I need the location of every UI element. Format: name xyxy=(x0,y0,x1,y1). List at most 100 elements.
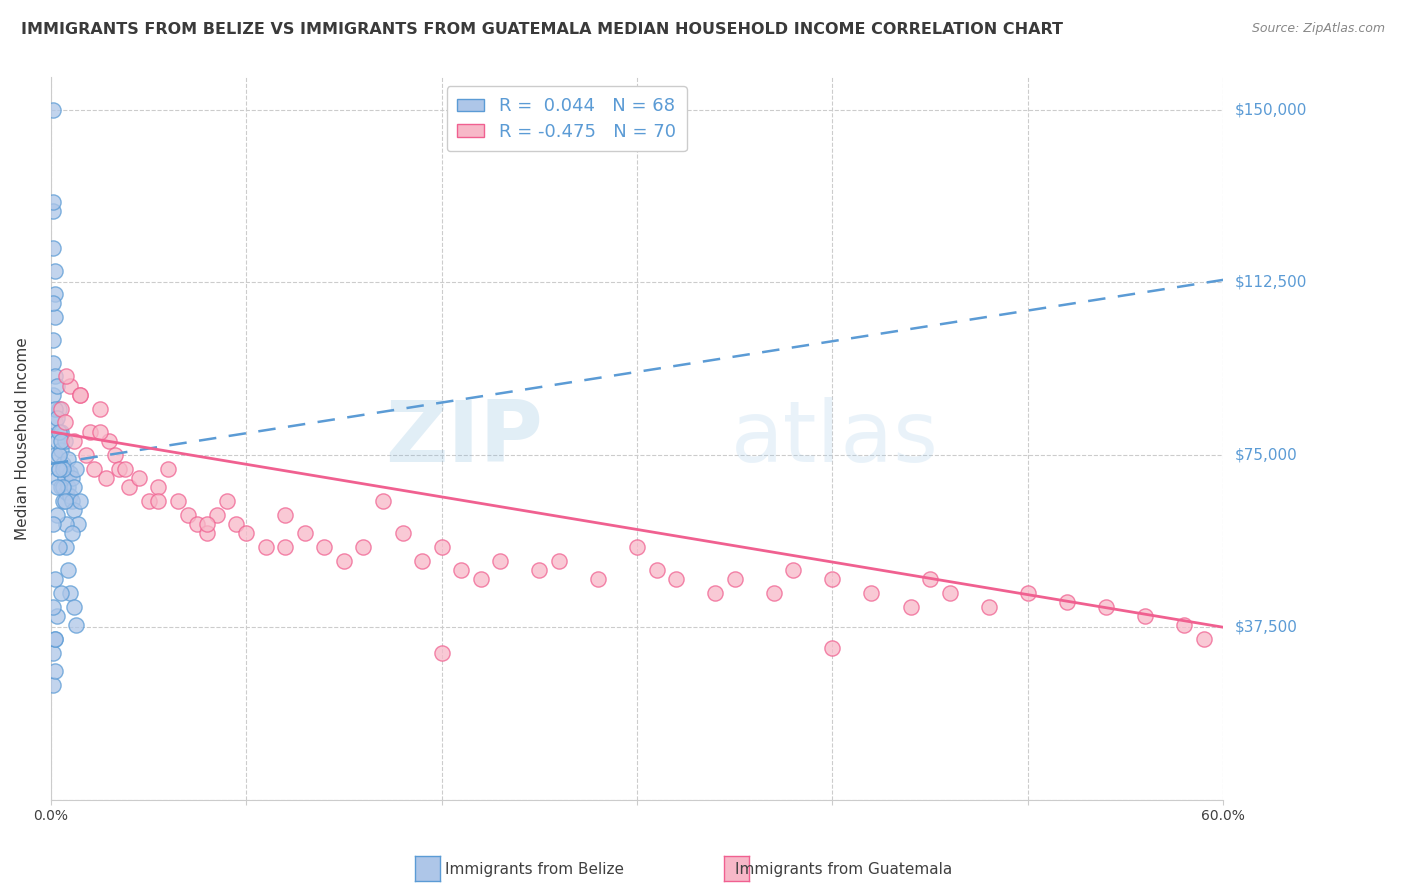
Point xyxy=(920,572,942,586)
Text: $112,500: $112,500 xyxy=(1234,275,1306,290)
Point xyxy=(58,480,80,494)
Point xyxy=(55,540,77,554)
Point xyxy=(69,388,91,402)
Point xyxy=(49,480,72,494)
Point xyxy=(391,525,413,540)
Text: $75,000: $75,000 xyxy=(1234,447,1296,462)
Point xyxy=(49,443,72,458)
Point xyxy=(58,563,80,577)
Point xyxy=(67,516,90,531)
Point xyxy=(44,572,66,586)
Point xyxy=(44,664,66,678)
Point xyxy=(42,241,65,255)
Point xyxy=(114,461,136,475)
Point xyxy=(98,434,121,448)
Point xyxy=(1056,595,1078,609)
Point xyxy=(254,540,277,554)
Point xyxy=(1095,599,1118,614)
Point xyxy=(860,585,883,599)
Point xyxy=(48,461,70,475)
Point xyxy=(821,572,844,586)
Point xyxy=(45,471,67,485)
Point xyxy=(44,632,66,646)
Point xyxy=(1017,585,1039,599)
Point xyxy=(83,461,105,475)
Point xyxy=(704,585,727,599)
Point xyxy=(63,434,86,448)
Point xyxy=(44,448,66,462)
Point xyxy=(762,585,785,599)
Point xyxy=(51,480,73,494)
Point xyxy=(53,416,76,430)
Point xyxy=(42,516,65,531)
Text: atlas: atlas xyxy=(731,397,939,480)
Point xyxy=(44,401,66,416)
Point xyxy=(42,333,65,347)
Point xyxy=(547,553,569,567)
Point xyxy=(42,678,65,692)
Point xyxy=(51,493,73,508)
Point xyxy=(938,585,960,599)
Point xyxy=(225,516,247,531)
Point xyxy=(44,286,66,301)
Point xyxy=(450,563,472,577)
Point xyxy=(49,401,72,416)
Point xyxy=(411,553,433,567)
Point xyxy=(333,553,356,567)
Point xyxy=(195,516,218,531)
Point xyxy=(42,103,65,117)
Point xyxy=(430,646,453,660)
Point xyxy=(782,563,804,577)
Text: Source: ZipAtlas.com: Source: ZipAtlas.com xyxy=(1251,22,1385,36)
Point xyxy=(186,516,208,531)
Text: ZIP: ZIP xyxy=(385,397,543,480)
Point xyxy=(59,585,82,599)
Point xyxy=(55,484,77,499)
Point xyxy=(294,525,316,540)
Point xyxy=(53,434,76,448)
Point xyxy=(430,540,453,554)
Point xyxy=(55,516,77,531)
Point xyxy=(75,448,97,462)
Point xyxy=(977,599,1000,614)
Point xyxy=(42,388,65,402)
Point xyxy=(60,493,83,508)
Text: $37,500: $37,500 xyxy=(1234,620,1298,635)
Point xyxy=(60,525,83,540)
Text: Immigrants from Guatemala: Immigrants from Guatemala xyxy=(735,863,952,877)
Point xyxy=(51,461,73,475)
Point xyxy=(49,434,72,448)
Point xyxy=(176,508,198,522)
Point xyxy=(89,401,111,416)
Point xyxy=(1192,632,1215,646)
Point xyxy=(55,369,77,384)
Point xyxy=(900,599,922,614)
Text: IMMIGRANTS FROM BELIZE VS IMMIGRANTS FROM GUATEMALA MEDIAN HOUSEHOLD INCOME CORR: IMMIGRANTS FROM BELIZE VS IMMIGRANTS FRO… xyxy=(21,22,1063,37)
Point xyxy=(65,618,87,632)
Point xyxy=(1173,618,1195,632)
Point xyxy=(60,471,83,485)
Point xyxy=(55,461,77,475)
Point xyxy=(371,493,394,508)
Point xyxy=(65,461,87,475)
Point xyxy=(89,425,111,439)
Point xyxy=(1133,608,1156,623)
Point xyxy=(235,525,257,540)
Point xyxy=(44,263,66,277)
Point xyxy=(314,540,336,554)
Point xyxy=(205,508,228,522)
Point xyxy=(94,471,117,485)
Point xyxy=(529,563,551,577)
Point xyxy=(49,585,72,599)
Point xyxy=(470,572,492,586)
Point xyxy=(353,540,375,554)
Point xyxy=(48,540,70,554)
Point xyxy=(665,572,688,586)
Point xyxy=(45,608,67,623)
Point xyxy=(44,632,66,646)
Point xyxy=(63,599,86,614)
Point xyxy=(69,388,91,402)
Point xyxy=(108,461,131,475)
Point xyxy=(59,466,82,480)
Point xyxy=(138,493,160,508)
